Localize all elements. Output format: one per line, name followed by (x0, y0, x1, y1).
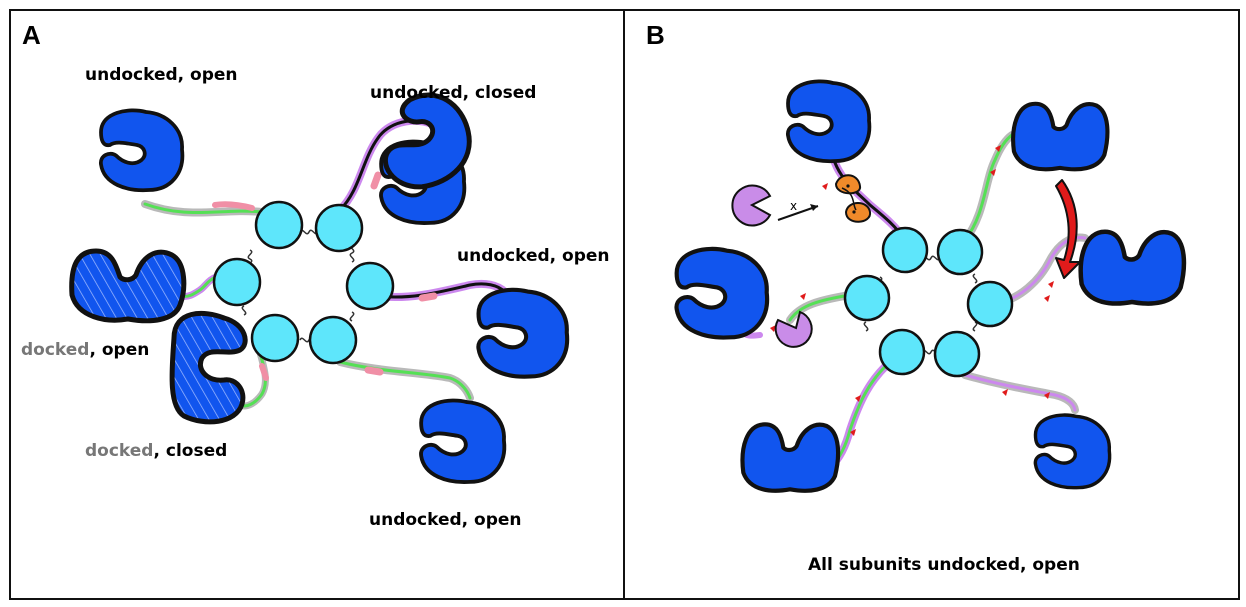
panel-b-ligands: x (731, 174, 871, 348)
panel-a-letter: A (22, 20, 41, 50)
label-docked-open: docked, open (21, 340, 149, 360)
label-docked-closed: docked, closed (85, 441, 227, 461)
panel-a-labels: undocked, open undocked, closed undocked… (21, 65, 610, 530)
rotation-arrow-icon (1055, 179, 1081, 279)
docked-word: docked (21, 340, 89, 360)
inhibitor-icon (834, 174, 871, 223)
panel-b-caption: All subunits undocked, open (808, 555, 1080, 575)
panel-a-domains (69, 92, 567, 482)
label-undocked-open-top: undocked, open (85, 65, 238, 85)
panel-b-linkers (742, 131, 1089, 469)
docked-word: docked (85, 441, 153, 461)
label-undocked-open-bottom: undocked, open (369, 510, 522, 530)
docked-open-rest: , open (89, 340, 149, 360)
panel-a-hub (212, 200, 395, 365)
label-undocked-closed: undocked, closed (370, 83, 536, 103)
docked-closed-rest: , closed (153, 441, 227, 461)
panel-b-hub (843, 226, 1014, 378)
ligand-free-icon (731, 184, 772, 227)
panel-b-phospho-marks (770, 145, 1054, 436)
panel-b-letter: B (646, 20, 665, 50)
blocked-arrow-icon (777, 205, 819, 221)
blocked-marker: x (790, 199, 797, 213)
ligand-bound-icon (774, 310, 813, 348)
panel-b-curved-arrow (1055, 179, 1081, 279)
label-undocked-open-right: undocked, open (457, 246, 610, 266)
